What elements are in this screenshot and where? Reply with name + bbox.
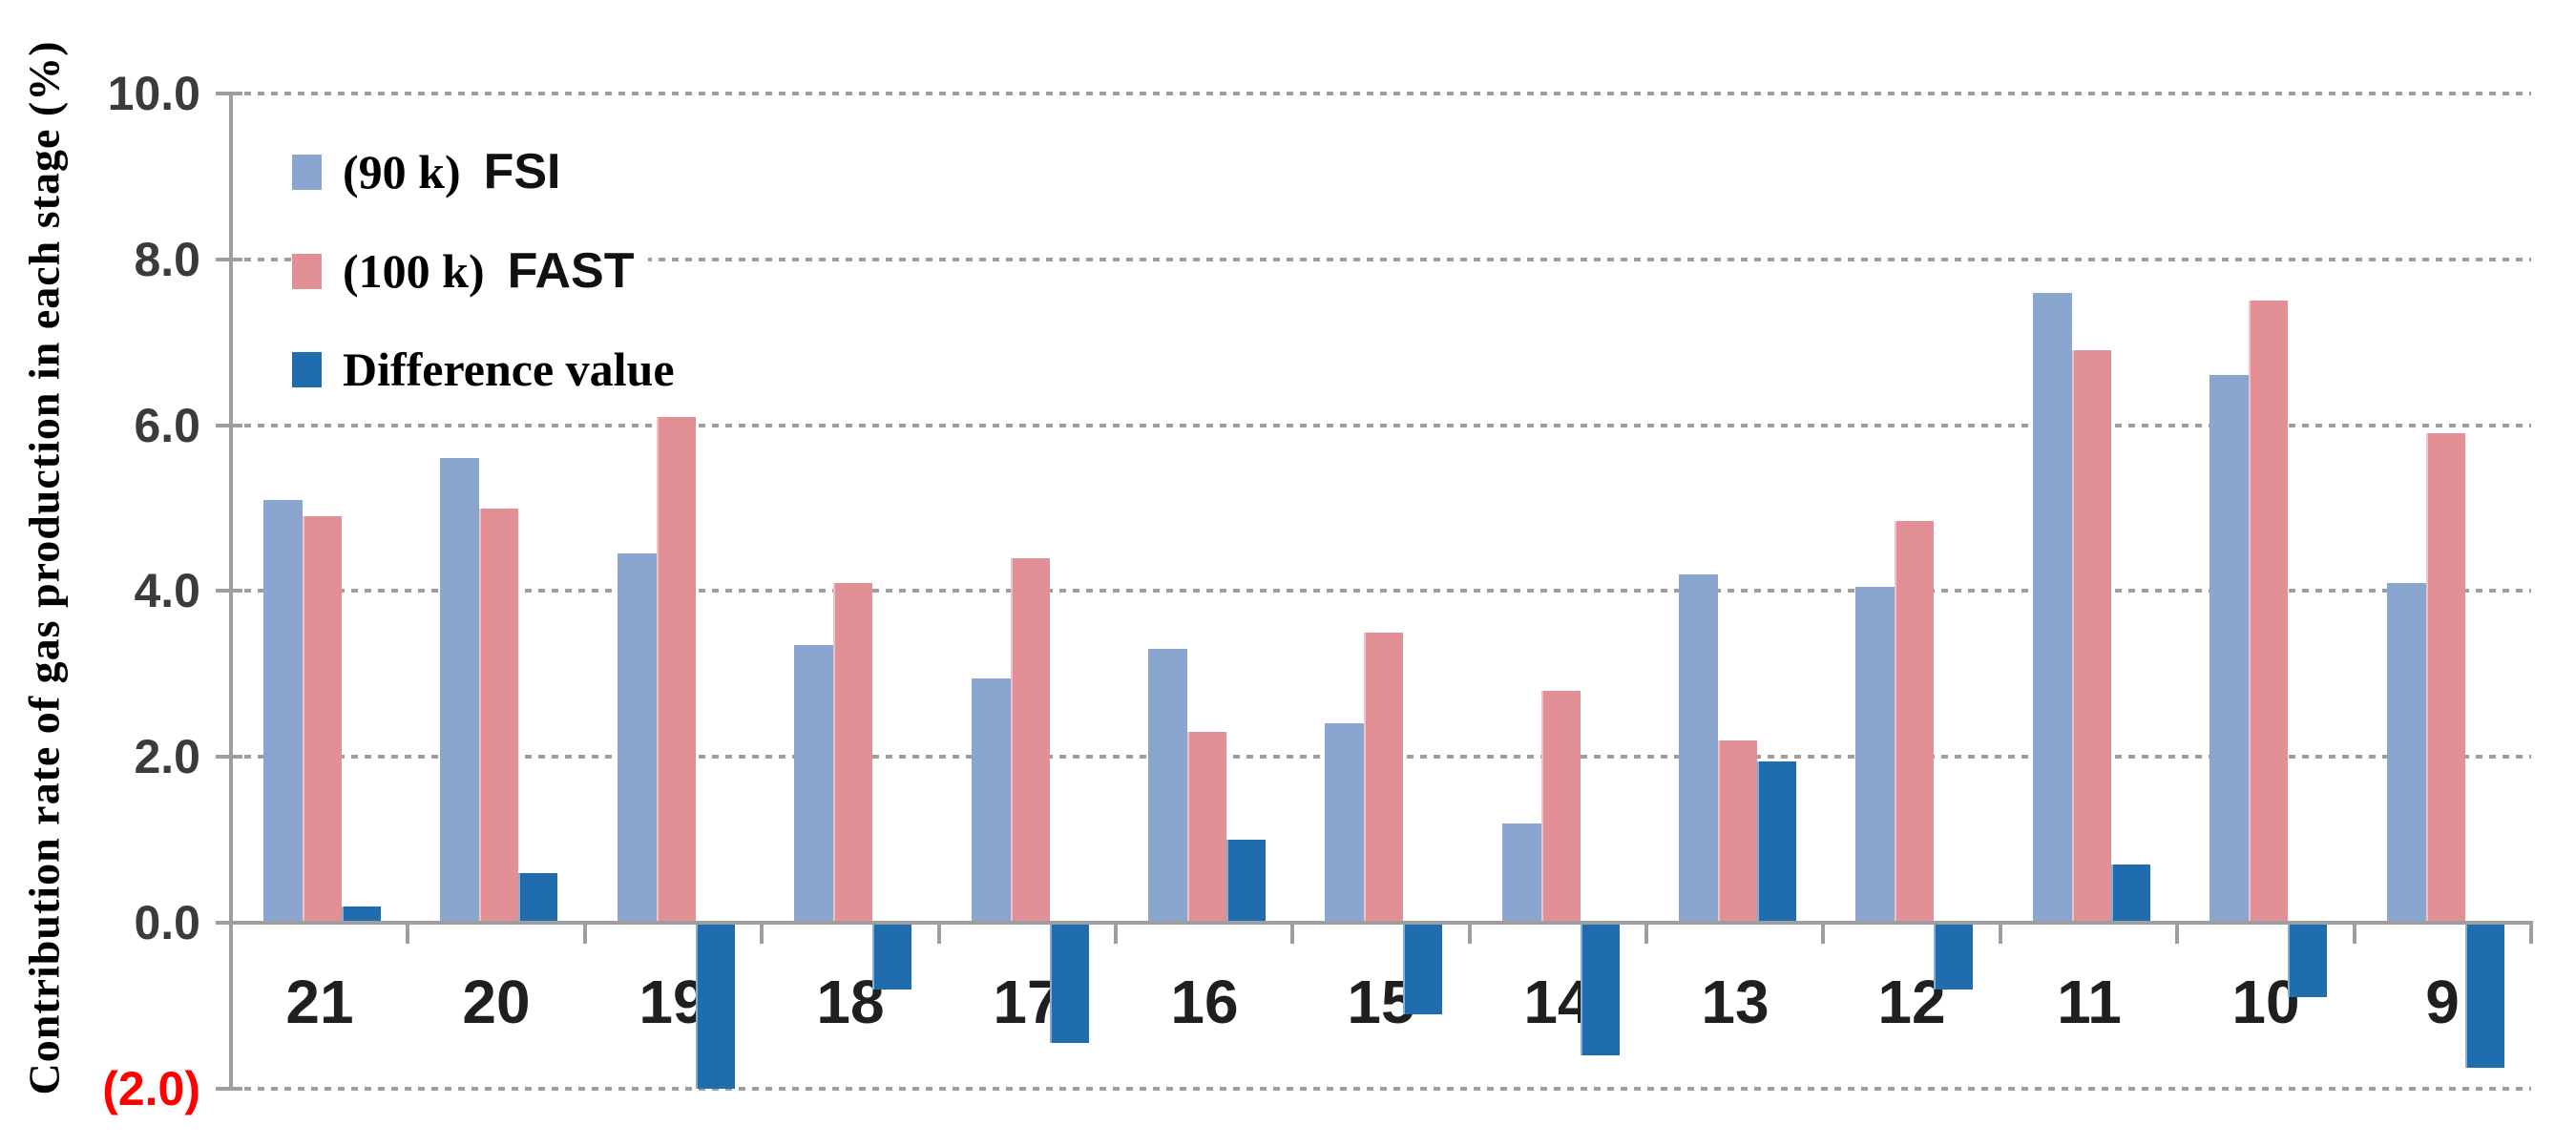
legend-prefix-text: (90 k) bbox=[343, 145, 461, 198]
legend-swatch-icon bbox=[292, 253, 322, 289]
legend-series-name: FAST bbox=[507, 243, 635, 299]
x-tick-mark bbox=[1468, 925, 1472, 944]
bar-fast-stage-16 bbox=[1187, 732, 1226, 923]
x-tick-label-21: 21 bbox=[285, 968, 354, 1036]
bar-fast-stage-19 bbox=[657, 417, 696, 923]
x-tick-mark bbox=[406, 925, 409, 944]
legend-swatch-icon bbox=[292, 154, 322, 190]
x-tick-label-19: 19 bbox=[639, 968, 707, 1036]
y-tick-label-(2.0): (2.0) bbox=[102, 1062, 200, 1115]
x-tick-mark bbox=[2175, 925, 2179, 944]
y-tick-label-2.0: 2.0 bbox=[134, 730, 200, 783]
legend-prefix-text: Difference value bbox=[343, 343, 675, 396]
bar-diff-stage-19 bbox=[696, 923, 735, 1089]
bar-diff-stage-20 bbox=[518, 873, 557, 923]
bar-fsi-stage-20 bbox=[440, 458, 479, 923]
bar-diff-stage-16 bbox=[1226, 840, 1266, 923]
x-tick-mark bbox=[1644, 925, 1648, 944]
y-tick-label-4.0: 4.0 bbox=[134, 564, 200, 617]
bar-fast-stage-11 bbox=[2072, 350, 2111, 923]
y-axis-line bbox=[229, 94, 233, 1089]
x-tick-mark bbox=[1290, 925, 1294, 944]
x-tick-mark bbox=[583, 925, 587, 944]
bar-fast-stage-9 bbox=[2426, 433, 2465, 923]
y-tick-mark bbox=[216, 1087, 242, 1091]
x-tick-label-17: 17 bbox=[993, 968, 1061, 1036]
y-tick-label-0.0: 0.0 bbox=[134, 896, 200, 949]
x-tick-mark bbox=[937, 925, 941, 944]
bar-fast-stage-15 bbox=[1364, 633, 1403, 923]
bar-diff-stage-12 bbox=[1934, 923, 1973, 990]
bar-fsi-stage-9 bbox=[2387, 583, 2426, 923]
gridline-8.0 bbox=[231, 258, 2531, 261]
gridline-4.0 bbox=[231, 589, 2531, 593]
legend-series-name: FSI bbox=[483, 144, 561, 199]
bar-fast-stage-13 bbox=[1718, 740, 1757, 923]
bar-diff-stage-11 bbox=[2111, 865, 2150, 923]
x-tick-mark bbox=[1114, 925, 1118, 944]
bar-fsi-stage-11 bbox=[2033, 293, 2072, 923]
legend-item-fsi: (90 k) FSI bbox=[292, 143, 575, 200]
bar-fsi-stage-18 bbox=[794, 645, 833, 923]
x-tick-mark bbox=[2529, 925, 2533, 944]
bar-diff-stage-17 bbox=[1050, 923, 1089, 1043]
y-tick-label-10.0: 10.0 bbox=[107, 67, 200, 120]
x-tick-label-9: 9 bbox=[2425, 968, 2460, 1036]
bar-fsi-stage-21 bbox=[263, 500, 303, 923]
x-tick-mark bbox=[2353, 925, 2356, 944]
x-tick-mark bbox=[760, 925, 764, 944]
y-tick-label-8.0: 8.0 bbox=[134, 233, 200, 286]
legend-prefix-text: (100 k) bbox=[343, 244, 485, 298]
bar-diff-stage-14 bbox=[1581, 923, 1620, 1055]
bar-fast-stage-17 bbox=[1011, 558, 1050, 923]
gridline-6.0 bbox=[231, 424, 2531, 427]
gridline-10.0 bbox=[231, 92, 2531, 95]
bar-fast-stage-14 bbox=[1541, 691, 1581, 923]
legend-swatch-icon bbox=[292, 351, 322, 387]
bar-fast-stage-21 bbox=[303, 516, 342, 923]
x-tick-label-11: 11 bbox=[2057, 968, 2122, 1036]
bar-fsi-stage-15 bbox=[1325, 723, 1364, 923]
x-tick-mark bbox=[1999, 925, 2002, 944]
bar-diff-stage-9 bbox=[2465, 923, 2504, 1068]
bar-fsi-stage-16 bbox=[1148, 649, 1187, 923]
bar-fsi-stage-17 bbox=[972, 678, 1011, 923]
gridline-(2.0) bbox=[231, 1087, 2531, 1091]
legend-item-fast: (100 k) FAST bbox=[292, 242, 648, 300]
x-tick-mark bbox=[1821, 925, 1825, 944]
bar-diff-stage-15 bbox=[1403, 923, 1442, 1014]
bar-fsi-stage-10 bbox=[2209, 375, 2249, 923]
bar-fsi-stage-19 bbox=[618, 553, 657, 923]
bar-diff-stage-21 bbox=[342, 906, 381, 923]
bar-fast-stage-18 bbox=[833, 583, 872, 923]
bar-diff-stage-10 bbox=[2288, 923, 2327, 997]
y-tick-label-6.0: 6.0 bbox=[134, 399, 200, 452]
bar-fast-stage-10 bbox=[2249, 301, 2288, 923]
x-tick-label-14: 14 bbox=[1523, 968, 1592, 1036]
bar-fast-stage-20 bbox=[479, 509, 518, 924]
bar-fsi-stage-14 bbox=[1502, 823, 1541, 923]
bar-fsi-stage-12 bbox=[1855, 587, 1895, 923]
bar-fsi-stage-13 bbox=[1679, 574, 1718, 923]
bar-diff-stage-13 bbox=[1757, 761, 1796, 923]
x-tick-label-13: 13 bbox=[1701, 968, 1770, 1036]
legend-item-difference-value: Difference value bbox=[292, 342, 688, 397]
x-tick-label-16: 16 bbox=[1170, 968, 1239, 1036]
bar-diff-stage-18 bbox=[872, 923, 911, 990]
bar-fast-stage-12 bbox=[1895, 521, 1934, 923]
x-tick-label-20: 20 bbox=[462, 968, 531, 1036]
x-axis-line bbox=[231, 921, 2533, 925]
